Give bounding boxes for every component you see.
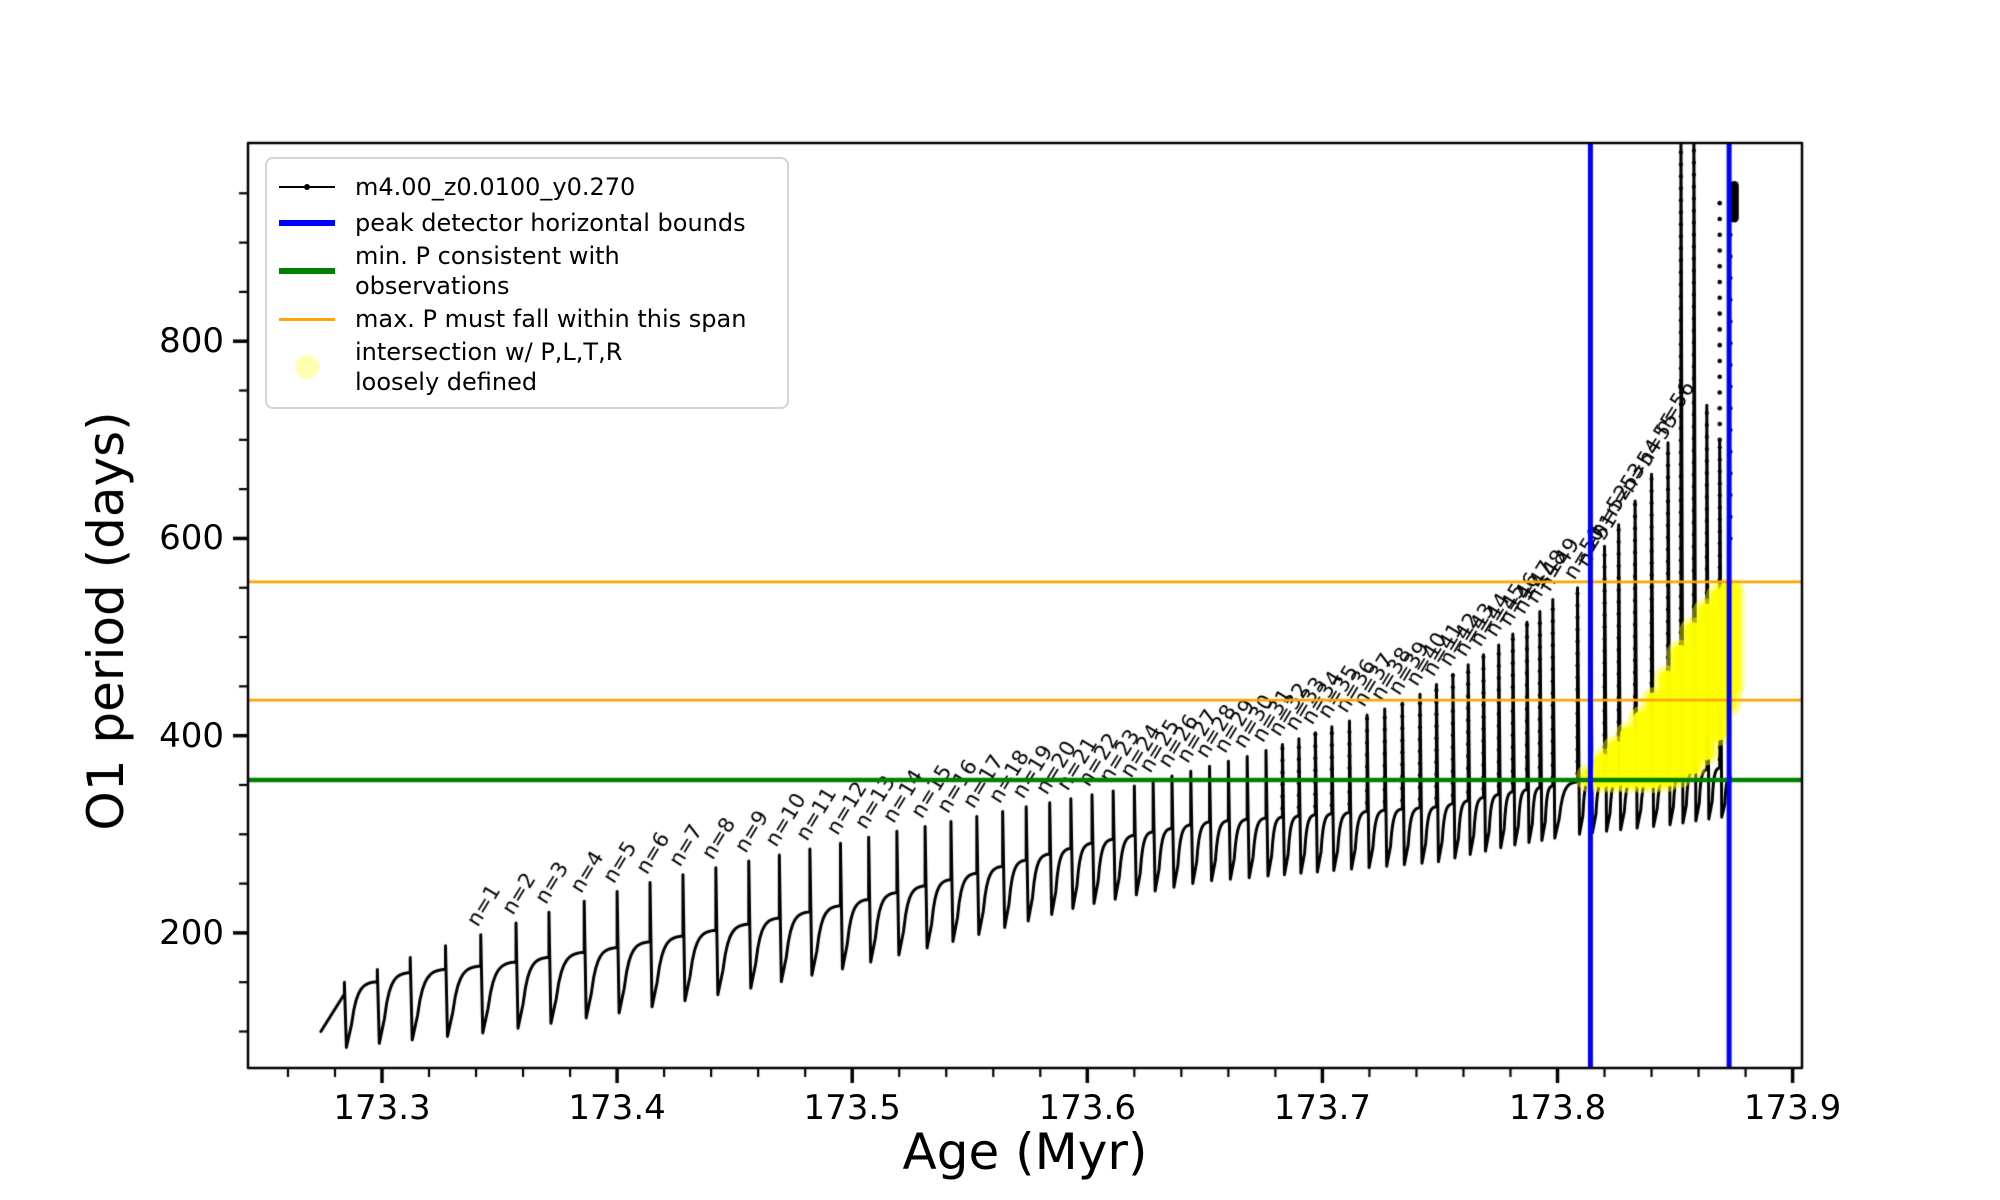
y-tick-label: 600 [159, 518, 224, 559]
legend-label: max. P must fall within this span [355, 305, 747, 333]
legend: m4.00_z0.0100_y0.270 peak detector horiz… [265, 157, 789, 409]
y-tick-label: 200 [159, 912, 224, 953]
x-tick-label: 173.9 [1743, 1088, 1842, 1128]
orange-line-swatch [279, 317, 335, 321]
legend-label: peak detector horizontal bounds [355, 209, 746, 237]
legend-item-peak-bounds: peak detector horizontal bounds [279, 205, 775, 241]
legend-item-track: m4.00_z0.0100_y0.270 [279, 169, 775, 205]
x-tick-label: 173.6 [1038, 1088, 1136, 1128]
x-tick-label: 173.8 [1508, 1088, 1607, 1128]
track-line-swatch [279, 184, 335, 190]
x-tick-label: 173.7 [1273, 1088, 1372, 1128]
legend-item-min-p: min. P consistent with observations [279, 241, 775, 301]
blue-line-swatch [279, 220, 335, 226]
legend-item-max-p: max. P must fall within this span [279, 301, 775, 337]
legend-label-line2: loosely defined [355, 368, 538, 396]
green-line-swatch [279, 268, 335, 274]
y-axis-label: O1 period (days) [77, 410, 135, 831]
legend-label: m4.00_z0.0100_y0.270 [355, 173, 636, 201]
legend-label-line1: intersection w/ P,L,T,R [355, 338, 623, 366]
legend-item-intersection: intersection w/ P,L,T,R loosely defined [279, 337, 775, 397]
legend-label: min. P consistent with observations [355, 242, 620, 300]
y-tick-label: 400 [159, 715, 224, 756]
x-tick-label: 173.4 [568, 1088, 666, 1128]
y-tick-label: 800 [159, 321, 224, 362]
x-tick-label: 173.5 [803, 1088, 901, 1128]
x-tick-label: 173.3 [333, 1088, 431, 1128]
legend-label: intersection w/ P,L,T,R loosely defined [355, 337, 622, 397]
x-axis-label: Age (Myr) [902, 1123, 1148, 1181]
